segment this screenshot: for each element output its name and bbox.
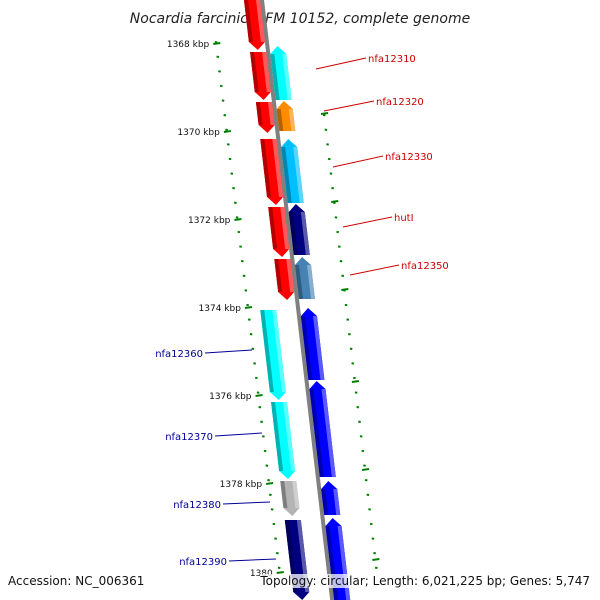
gene-arrow-shadow [260, 310, 274, 392]
gene-arrow-shadow [250, 52, 259, 92]
scale-major-tick [244, 306, 253, 309]
gene-feature [250, 52, 271, 100]
gene-label: nfa12380 [173, 500, 221, 511]
gene-feature [284, 520, 310, 600]
scale-major-tick [320, 112, 329, 115]
scale-major-tick [234, 218, 242, 221]
scale-label: 1376 kbp [209, 392, 252, 402]
gene-feature [255, 102, 275, 133]
gene-arrow-shadow [321, 489, 329, 515]
gene-feature [271, 402, 296, 479]
topology-info-text: Topology: circular; Length: 6,021,225 bp… [260, 574, 590, 588]
gene-feature [270, 46, 292, 100]
scale-major-tick [361, 468, 370, 471]
gene-arrow-highlight [256, 0, 265, 42]
gene-arrow-shadow [255, 102, 263, 125]
gene-arrow-highlight [293, 147, 304, 203]
scale-label: 1372 kbp [188, 216, 231, 226]
gene-feature [321, 481, 341, 515]
gene-label-leader [315, 57, 367, 70]
gene-arrow-shadow [271, 402, 284, 471]
gene-arrow-shadow [295, 265, 303, 299]
gene-labels: nfa12310 nfa12320 nfa12330 hutI nfa12350 nfa1… [155, 54, 449, 568]
gene-label: nfa12310 [368, 54, 416, 65]
gene-arrow-shadow [244, 0, 253, 42]
gene-label: hutI [394, 213, 414, 224]
gene-label-leader [222, 501, 271, 505]
gene-label: nfa12360 [155, 349, 203, 360]
backbone-track [259, 0, 335, 600]
scale-major-tick [223, 130, 231, 133]
gene-label: nfa12350 [401, 261, 449, 272]
gene-label-leader [349, 264, 400, 276]
scale-label: 1378 kbp [220, 480, 263, 490]
gene-label-leader [323, 100, 375, 112]
gene-label-leader [342, 216, 393, 228]
scale-label: 1370 kbp [177, 128, 220, 138]
gene-feature [288, 204, 310, 255]
accession-text: Accession: NC_006361 [8, 574, 145, 588]
gene-feature [295, 257, 315, 299]
backbone-line [259, 0, 335, 600]
gene-feature [268, 207, 290, 257]
gene-arrow-highlight [300, 212, 310, 255]
gene-arrow-highlight [267, 102, 275, 125]
gene-arrow-shadow [260, 139, 272, 197]
gene-feature [309, 381, 336, 477]
gene-arrow-shadow [281, 147, 292, 203]
gene-feature [260, 310, 286, 400]
gene-arrow-highlight [272, 139, 284, 197]
gene-feature [244, 0, 265, 50]
scale-major-tick [276, 571, 284, 574]
gene-arrow-highlight [292, 481, 300, 508]
gene-feature [274, 259, 295, 300]
gene-label: nfa12390 [179, 557, 227, 568]
gene-feature [260, 139, 284, 205]
gene-label-leader [214, 432, 263, 437]
gene-label: nfa12320 [376, 97, 424, 108]
gene-arrow-highlight [321, 389, 336, 477]
gene-label: nfa12370 [165, 432, 213, 443]
gene-feature [300, 308, 325, 380]
gene-arrow-highlight [288, 109, 296, 131]
gene-feature [281, 139, 304, 203]
gene-arrow-shadow [280, 481, 288, 508]
gene-arrow-highlight [272, 310, 286, 392]
scale-label: 1374 kbp [199, 304, 242, 314]
gene-feature [280, 481, 300, 516]
gene-arrow-highlight [283, 402, 296, 471]
gene-arrow-highlight [282, 54, 292, 100]
gene-arrow-shadow [300, 316, 313, 380]
gene-arrow-highlight [312, 316, 325, 380]
gene-label: nfa12330 [385, 152, 433, 163]
gene-arrow-shadow [288, 212, 298, 255]
gene-label-leader [332, 155, 384, 168]
scale-major-tick [331, 200, 339, 203]
scale-major-tick [341, 288, 349, 291]
gene-arrow-highlight [262, 52, 271, 92]
scale-major-tick [372, 558, 380, 561]
gene-label-leader [228, 558, 277, 562]
gene-feature [276, 101, 296, 131]
gene-arrow-highlight [333, 489, 341, 515]
scale-major-tick [213, 42, 221, 45]
gene-arrow-highlight [286, 259, 295, 292]
gene-arrow-shadow [270, 54, 280, 100]
gene-arrow-shadow [274, 259, 283, 292]
gene-arrow-shadow [276, 109, 284, 131]
gene-arrow-highlight [280, 207, 290, 249]
gene-arrow-shadow [268, 207, 278, 249]
scale-label: 1368 kbp [167, 40, 210, 50]
scale-major-tick [265, 482, 274, 485]
scale-major-tick [255, 394, 263, 397]
scale-major-tick [351, 380, 360, 383]
map-title: Nocardia farcinica IFM 10152, complete g… [130, 11, 470, 27]
gene-arrow-highlight [307, 265, 315, 299]
gene-label-leader [204, 349, 253, 354]
gene-arrow-shadow [309, 389, 324, 477]
